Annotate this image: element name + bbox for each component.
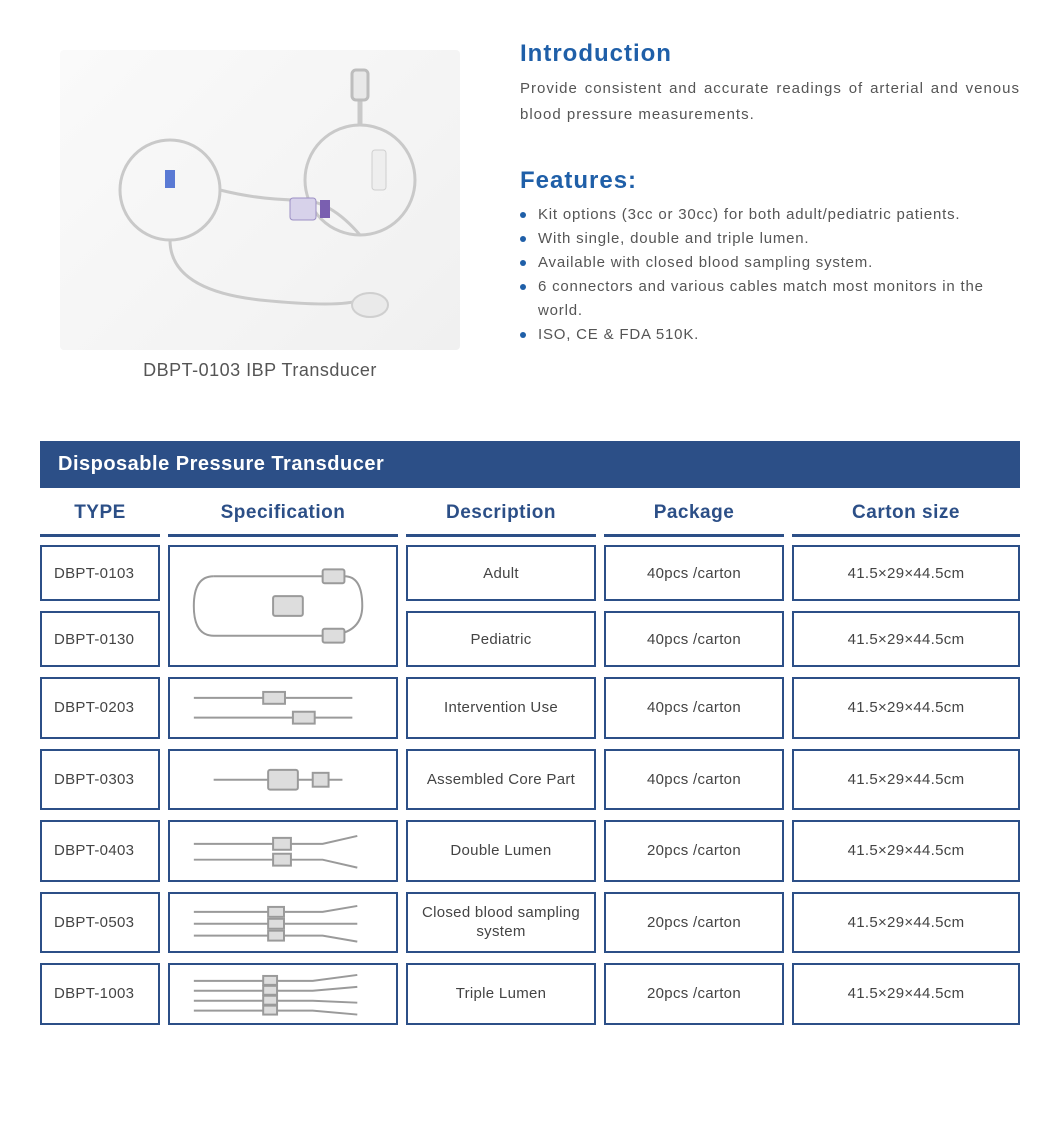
cell-type: DBPT-0403	[40, 820, 160, 882]
cell-spec-image	[168, 963, 398, 1025]
cell-size: 41.5×29×44.5cm	[792, 892, 1020, 954]
cell-spec-image	[168, 677, 398, 739]
cell-size: 41.5×29×44.5cm	[792, 611, 1020, 667]
cell-size: 41.5×29×44.5cm	[792, 820, 1020, 882]
cell-size: 41.5×29×44.5cm	[792, 963, 1020, 1025]
table-body: DBPT-0103 DBPT-0130 Adult	[40, 545, 1020, 1025]
cell-pkg: 20pcs /carton	[604, 820, 784, 882]
cell-pkg: 20pcs /carton	[604, 892, 784, 954]
cell-type: DBPT-0130	[40, 611, 160, 667]
table-row: DBPT-0403 Double Lumen 20pcs /carton 41.…	[40, 820, 1020, 882]
cell-pkg: 40pcs /carton	[604, 677, 784, 739]
feature-item: ISO, CE & FDA 510K.	[520, 323, 1020, 347]
cell-pkg: 40pcs /carton	[604, 611, 784, 667]
cell-desc: Pediatric	[406, 611, 596, 667]
cell-desc: Closed blood sampling system	[406, 892, 596, 954]
spec-diagram-icon	[174, 898, 392, 948]
cell-desc: Adult	[406, 545, 596, 601]
cell-type: DBPT-0503	[40, 892, 160, 954]
th-pkg: Package	[604, 494, 784, 537]
top-section: DBPT-0103 IBP Transducer Introduction Pr…	[40, 30, 1020, 381]
table-header-row: TYPE Specification Description Package C…	[40, 494, 1020, 537]
table-row: DBPT-0203 Intervention Use 40pcs /carton…	[40, 677, 1020, 739]
cell-size: 41.5×29×44.5cm	[792, 545, 1020, 601]
cell-size: 41.5×29×44.5cm	[792, 749, 1020, 811]
cell-type: DBPT-0203	[40, 677, 160, 739]
cell-desc: Double Lumen	[406, 820, 596, 882]
product-caption: DBPT-0103 IBP Transducer	[40, 360, 480, 381]
feature-item: Kit options (3cc or 30cc) for both adult…	[520, 203, 1020, 227]
intro-heading: Introduction	[520, 40, 1020, 68]
th-desc: Description	[406, 494, 596, 537]
text-column: Introduction Provide consistent and accu…	[520, 30, 1020, 381]
cell-type: DBPT-0303	[40, 749, 160, 811]
table-row: DBPT-1003 Triple Lumen 20pcs /carton 41.…	[40, 963, 1020, 1025]
cell-type: DBPT-1003	[40, 963, 160, 1025]
spec-diagram-icon	[174, 551, 392, 661]
cell-type: DBPT-0103	[40, 545, 160, 601]
product-image-column: DBPT-0103 IBP Transducer	[40, 30, 480, 381]
spec-diagram-icon	[174, 755, 392, 805]
feature-item: With single, double and triple lumen.	[520, 227, 1020, 251]
table-merged-group: DBPT-0103 DBPT-0130 Adult	[40, 545, 1020, 667]
th-type: TYPE	[40, 494, 160, 537]
features-heading: Features:	[520, 167, 1020, 195]
th-size: Carton size	[792, 494, 1020, 537]
spec-table: Disposable Pressure Transducer TYPE Spec…	[40, 441, 1020, 1025]
intro-text: Provide consistent and accurate readings…	[520, 76, 1020, 127]
cell-desc: Intervention Use	[406, 677, 596, 739]
cell-spec-image	[168, 545, 398, 667]
feature-item: Available with closed blood sampling sys…	[520, 251, 1020, 275]
table-row: DBPT-0303 Assembled Core Part 40pcs /car…	[40, 749, 1020, 811]
features-list: Kit options (3cc or 30cc) for both adult…	[520, 203, 1020, 347]
table-row: DBPT-0503 Closed blood sampling system 2…	[40, 892, 1020, 954]
product-image	[60, 50, 460, 350]
cell-pkg: 20pcs /carton	[604, 963, 784, 1025]
feature-item: 6 connectors and various cables match mo…	[520, 275, 1020, 323]
cell-spec-image	[168, 820, 398, 882]
spec-diagram-icon	[174, 826, 392, 876]
cell-spec-image	[168, 749, 398, 811]
transducer-illustration-icon	[60, 50, 460, 350]
spec-diagram-icon	[174, 969, 392, 1019]
cell-pkg: 40pcs /carton	[604, 749, 784, 811]
cell-size: 41.5×29×44.5cm	[792, 677, 1020, 739]
cell-desc: Triple Lumen	[406, 963, 596, 1025]
cell-spec-image	[168, 892, 398, 954]
cell-pkg: 40pcs /carton	[604, 545, 784, 601]
table-title-bar: Disposable Pressure Transducer	[40, 441, 1020, 488]
cell-desc: Assembled Core Part	[406, 749, 596, 811]
th-spec: Specification	[168, 494, 398, 537]
spec-diagram-icon	[174, 683, 392, 733]
